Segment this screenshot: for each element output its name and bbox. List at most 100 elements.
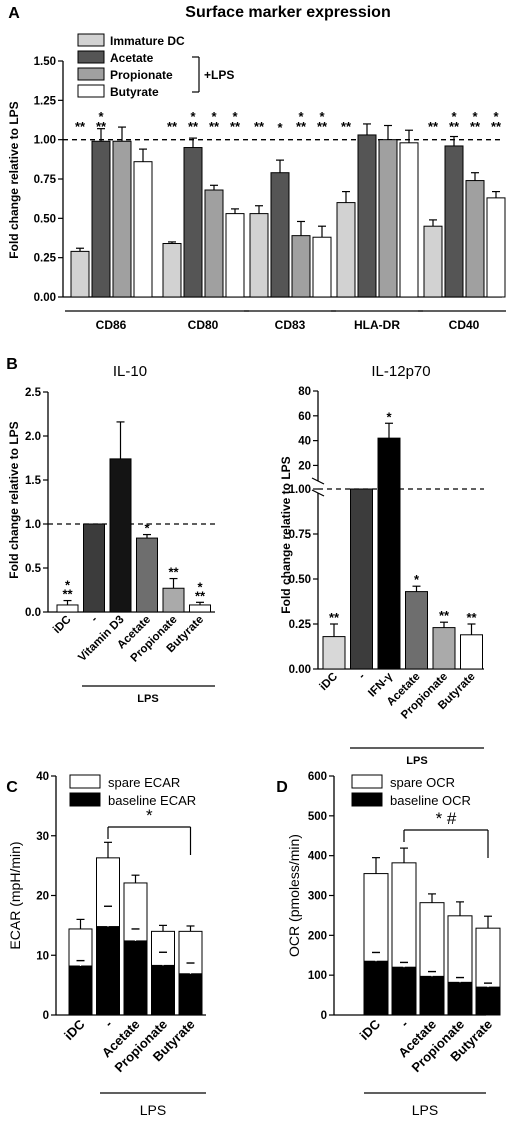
panel-a-significance: ** xyxy=(491,119,502,134)
panel-b-il12-significance: ** xyxy=(439,608,450,623)
panel-label-d: D xyxy=(276,779,288,796)
panel-c-baseline-bar xyxy=(96,926,120,1016)
panel-b-il12-significance: ** xyxy=(466,610,477,625)
panel-a-significance: * xyxy=(277,120,283,135)
panel-b-il10-significance: ** xyxy=(62,587,73,602)
panel-a-bar xyxy=(291,235,311,298)
panel-a-bar xyxy=(399,142,419,298)
panel-d-legend-label: spare OCR xyxy=(390,775,455,790)
panel-d-yaxis-tick-label: 300 xyxy=(308,891,327,903)
panel-b-il12-significance: * xyxy=(386,409,392,424)
panel-a-yaxis-tick-label: 0.75 xyxy=(34,174,57,186)
panel-b-il12-ytick-label: 80 xyxy=(298,386,311,398)
panel-b-il12-significance: * xyxy=(414,572,420,587)
panel-d-yaxis-tick-label: 200 xyxy=(308,930,327,942)
panel-b-il12-bar xyxy=(405,591,428,670)
panel-a-category-label: CD40 xyxy=(449,318,480,332)
panel-a-bar xyxy=(486,197,506,298)
panel-a-category-label: HLA-DR xyxy=(354,318,400,332)
panel-b-il10-ylabel: Fold change relative to LPS xyxy=(7,421,21,578)
panel-d-ylabel: OCR (pmoless/min) xyxy=(286,834,302,957)
panel-a-bar xyxy=(423,225,443,298)
panel-a-yaxis-tick-label: 0.25 xyxy=(34,253,57,265)
panel-c-category-label: iDC xyxy=(61,1016,88,1043)
panel-d-baseline-bar xyxy=(447,981,473,1016)
panel-label-b: B xyxy=(6,356,18,373)
panel-d-category-label: iDC xyxy=(357,1016,384,1043)
panel-c-yaxis-tick-label: 10 xyxy=(36,950,49,962)
panel-b-il12-ytick-label: 40 xyxy=(298,436,311,448)
panel-a-legend-label: Butyrate xyxy=(110,85,159,99)
panel-a-ylabel: Fold change relative to LPS xyxy=(7,101,21,258)
panel-a-legend-swatch xyxy=(77,67,105,81)
panel-d-bracket-label: * # xyxy=(436,809,457,828)
panel-a-legend-label: Propionate xyxy=(110,68,173,82)
panel-d-legend-swatch xyxy=(351,792,383,807)
panel-b-il12-bar xyxy=(322,636,346,670)
panel-b-il12-category-label: iDC xyxy=(318,671,340,693)
panel-a-significance: ** xyxy=(254,119,265,134)
panel-a-significance: ** xyxy=(449,119,460,134)
panel-b-il12-ytick-label: 0.50 xyxy=(289,574,311,586)
panel-a-bar xyxy=(112,140,132,298)
panel-a-significance: ** xyxy=(96,119,107,134)
panel-b-il12-group-label: LPS xyxy=(406,755,427,767)
panel-a-bar xyxy=(225,213,245,298)
panel-a-yaxis-tick-label: 0.00 xyxy=(34,292,56,304)
panel-c-baseline-bar xyxy=(178,973,203,1016)
panel-d-yaxis-tick-label: 400 xyxy=(308,851,327,863)
panel-a-significance-top: * xyxy=(472,109,478,124)
panel-b-il10-bar xyxy=(109,458,132,613)
panel-c-baseline-bar xyxy=(68,965,93,1016)
panel-a-category-label: CD80 xyxy=(188,318,219,332)
panel-a-title: Surface marker expression xyxy=(185,4,390,21)
panel-c-legend-swatch xyxy=(69,792,101,807)
panel-c-bracket-label: * xyxy=(146,806,153,825)
panel-a-significance: ** xyxy=(167,119,178,134)
panel-a-bar xyxy=(183,147,203,298)
panel-d-yaxis-tick-label: 500 xyxy=(308,811,327,823)
panel-d-group-label: LPS xyxy=(412,1102,438,1118)
panel-b-il12-title: IL-12p70 xyxy=(371,363,430,380)
panel-a-yaxis-tick-label: 1.25 xyxy=(34,95,57,107)
panel-a-significance: ** xyxy=(188,119,199,134)
panel-b-il10-bar xyxy=(83,523,105,613)
panel-a-significance: ** xyxy=(317,119,328,134)
panel-c-legend-label: spare ECAR xyxy=(108,775,180,790)
panel-b-il10-bar xyxy=(136,537,158,613)
panel-a-bar xyxy=(378,139,398,298)
panel-a-bar xyxy=(312,236,332,298)
panel-b-il12-ylabel: Fold change relative to LPS xyxy=(279,456,293,613)
panel-b-il12-axis-break xyxy=(311,489,325,497)
panel-a-bar xyxy=(444,145,464,298)
panel-b-il10-category-label: iDC xyxy=(51,614,73,636)
panel-a-significance-top: * xyxy=(98,109,104,124)
panel-b-il10-category-label: - xyxy=(89,614,100,625)
panel-a-legend-label: Immature DC xyxy=(110,34,185,48)
panel-d-yaxis-tick-label: 100 xyxy=(308,970,327,982)
panel-d-baseline-bar xyxy=(419,975,445,1016)
panel-b-il12-ytick-label: 0.75 xyxy=(289,529,312,541)
panel-b-il12-bar xyxy=(432,627,456,670)
panel-a-bar xyxy=(357,134,377,298)
panel-b-il10-significance: * xyxy=(197,579,203,594)
panel-c-baseline-bar xyxy=(123,940,148,1016)
panel-a-bar xyxy=(133,161,153,298)
panel-a-legend-swatch xyxy=(77,33,105,47)
panel-d-yaxis-tick-label: 0 xyxy=(321,1010,327,1022)
panel-b-il12-ytick-label: 0.25 xyxy=(289,619,312,631)
panel-c-legend-swatch xyxy=(69,774,101,789)
panel-a-yaxis-tick-label: 1.00 xyxy=(34,135,56,147)
panel-a-legend-group-label: +LPS xyxy=(204,68,234,82)
panel-c-yaxis-tick-label: 0 xyxy=(43,1010,49,1022)
panel-label-a: A xyxy=(8,5,20,22)
panel-c-baseline-bar xyxy=(151,964,175,1016)
panel-a-significance-top: * xyxy=(319,109,325,124)
panel-a-yaxis-tick-label: 0.50 xyxy=(34,213,56,225)
panel-d-baseline-bar xyxy=(475,986,501,1016)
panel-b-il10-bar xyxy=(189,604,211,613)
panel-b-il12-ytick-label: 1.00 xyxy=(289,484,311,496)
panel-a-significance-top: * xyxy=(451,109,457,124)
panel-a-significance: ** xyxy=(209,119,220,134)
